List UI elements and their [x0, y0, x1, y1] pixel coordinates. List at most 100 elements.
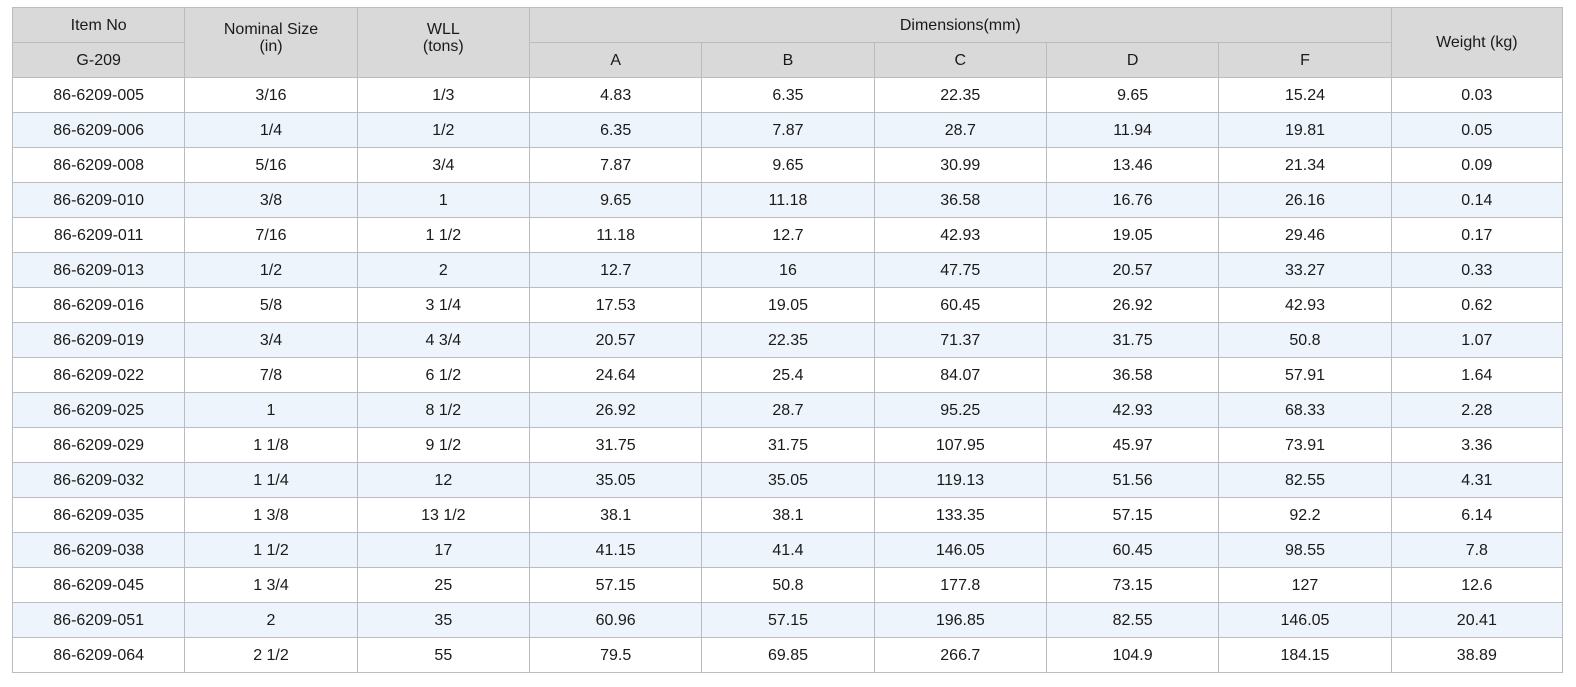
cell-item-no: 86-6209-032	[11, 462, 186, 498]
cell-dim-b: 6.35	[701, 77, 875, 113]
cell-dim-d: 82.55	[1045, 602, 1220, 638]
cell-dim-b: 16	[701, 252, 875, 288]
cell-dim-b: 41.4	[701, 532, 875, 568]
cell-dim-a: 79.5	[528, 637, 703, 673]
cell-wll: 8 1/2	[356, 392, 530, 428]
cell-dim-b: 22.35	[701, 322, 875, 358]
cell-dim-f: 42.93	[1218, 287, 1392, 323]
spec-table-container: Item No Nominal Size (in) WLL (tons) Dim…	[11, 7, 1564, 673]
cell-dim-b: 12.7	[701, 217, 875, 253]
cell-item-no: 86-6209-025	[11, 392, 186, 428]
cell-dim-b: 31.75	[701, 427, 875, 463]
cell-dim-c: 84.07	[873, 357, 1047, 393]
cell-nominal-size: 1/2	[184, 252, 358, 288]
cell-dim-c: 196.85	[873, 602, 1047, 638]
cell-dim-b: 28.7	[701, 392, 875, 428]
cell-dim-c: 28.7	[873, 112, 1047, 148]
cell-wll: 1	[356, 182, 530, 218]
cell-dim-b: 38.1	[701, 497, 875, 533]
cell-wll: 1 1/2	[356, 217, 530, 253]
cell-wll: 12	[356, 462, 530, 498]
cell-nominal-size: 1 1/2	[184, 532, 358, 568]
cell-weight: 0.03	[1390, 77, 1564, 113]
cell-dim-b: 69.85	[701, 637, 875, 673]
cell-dim-f: 98.55	[1218, 532, 1392, 568]
cell-dim-c: 22.35	[873, 77, 1047, 113]
cell-dim-d: 57.15	[1045, 497, 1220, 533]
header-wll-unit: (tons)	[422, 37, 464, 55]
cell-item-no: 86-6209-064	[11, 637, 186, 673]
cell-item-no: 86-6209-019	[11, 322, 186, 358]
cell-dim-d: 31.75	[1045, 322, 1220, 358]
header-dim-d: D	[1045, 42, 1220, 78]
cell-dim-d: 26.92	[1045, 287, 1220, 323]
table-row: 86-6209-019 3/4 4 3/4 20.57 22.35 71.37 31.75 5…	[11, 322, 1564, 358]
cell-item-no: 86-6209-008	[11, 147, 186, 183]
table-row: 86-6209-016 5/8 3 1/4 17.53 19.05 60.45 26.92 4…	[11, 287, 1564, 323]
cell-dim-f: 19.81	[1218, 112, 1392, 148]
cell-dim-d: 73.15	[1045, 567, 1220, 603]
cell-dim-a: 24.64	[528, 357, 703, 393]
cell-dim-c: 71.37	[873, 322, 1047, 358]
cell-weight: 7.8	[1390, 532, 1564, 568]
cell-dim-c: 133.35	[873, 497, 1047, 533]
cell-nominal-size: 5/8	[184, 287, 358, 323]
header-row-2: G-209 A B C D F	[11, 42, 1563, 78]
cell-dim-d: 13.46	[1045, 147, 1220, 183]
header-dim-f: F	[1218, 42, 1392, 78]
cell-dim-d: 60.45	[1045, 532, 1220, 568]
cell-dim-a: 17.53	[528, 287, 703, 323]
table-row: 86-6209-045 1 3/4 25 57.15 50.8 177.8 73.15 127…	[11, 567, 1564, 603]
table-row: 86-6209-064 2 1/2 55 79.5 69.85 266.7 104.9 184…	[11, 637, 1564, 673]
cell-wll: 35	[356, 602, 530, 638]
cell-nominal-size: 1	[184, 392, 358, 428]
cell-dim-c: 146.05	[873, 532, 1047, 568]
cell-wll: 6 1/2	[356, 357, 530, 393]
cell-dim-f: 73.91	[1218, 427, 1392, 463]
cell-dim-a: 6.35	[528, 112, 703, 148]
cell-nominal-size: 7/8	[184, 357, 358, 393]
cell-wll: 4 3/4	[356, 322, 530, 358]
cell-dim-d: 51.56	[1045, 462, 1220, 498]
cell-item-no: 86-6209-035	[11, 497, 186, 533]
table-row: 86-6209-032 1 1/4 12 35.05 35.05 119.13 51.56 8…	[11, 462, 1564, 498]
cell-dim-c: 30.99	[873, 147, 1047, 183]
cell-item-no: 86-6209-045	[11, 567, 186, 603]
shackle-spec-table: Item No Nominal Size (in) WLL (tons) Dim…	[11, 7, 1564, 673]
table-row: 86-6209-051 2 35 60.96 57.15 196.85 82.55 146.0…	[11, 602, 1564, 638]
cell-nominal-size: 7/16	[184, 217, 358, 253]
cell-dim-a: 35.05	[528, 462, 703, 498]
cell-dim-d: 19.05	[1045, 217, 1220, 253]
cell-dim-c: 36.58	[873, 182, 1047, 218]
cell-dim-f: 33.27	[1218, 252, 1392, 288]
cell-item-no: 86-6209-013	[11, 252, 186, 288]
cell-dim-d: 45.97	[1045, 427, 1220, 463]
cell-nominal-size: 5/16	[184, 147, 358, 183]
cell-nominal-size: 2 1/2	[184, 637, 358, 673]
cell-dim-b: 35.05	[701, 462, 875, 498]
cell-weight: 0.33	[1390, 252, 1564, 288]
cell-wll: 2	[356, 252, 530, 288]
cell-dim-c: 47.75	[873, 252, 1047, 288]
cell-item-no: 86-6209-051	[11, 602, 186, 638]
cell-dim-a: 60.96	[528, 602, 703, 638]
cell-weight: 4.31	[1390, 462, 1564, 498]
cell-weight: 2.28	[1390, 392, 1564, 428]
cell-dim-a: 9.65	[528, 182, 703, 218]
header-weight: Weight (kg)	[1390, 7, 1564, 78]
cell-nominal-size: 1/4	[184, 112, 358, 148]
table-row: 86-6209-010 3/8 1 9.65 11.18 36.58 16.76 26.16 0…	[11, 182, 1564, 218]
cell-dim-b: 9.65	[701, 147, 875, 183]
cell-dim-f: 127	[1218, 567, 1392, 603]
cell-wll: 1/3	[356, 77, 530, 113]
cell-dim-b: 50.8	[701, 567, 875, 603]
cell-dim-b: 25.4	[701, 357, 875, 393]
table-row: 86-6209-005 3/16 1/3 4.83 6.35 22.35 9.65 15.24…	[11, 77, 1564, 113]
cell-dim-c: 266.7	[873, 637, 1047, 673]
table-row: 86-6209-022 7/8 6 1/2 24.64 25.4 84.07 36.58 57…	[11, 357, 1564, 393]
cell-nominal-size: 1 3/4	[184, 567, 358, 603]
cell-dim-f: 26.16	[1218, 182, 1392, 218]
table-row: 86-6209-011 7/16 1 1/2 11.18 12.7 42.93 19.05 2…	[11, 217, 1564, 253]
cell-weight: 1.07	[1390, 322, 1564, 358]
table-row: 86-6209-008 5/16 3/4 7.87 9.65 30.99 13.46 21.3…	[11, 147, 1564, 183]
